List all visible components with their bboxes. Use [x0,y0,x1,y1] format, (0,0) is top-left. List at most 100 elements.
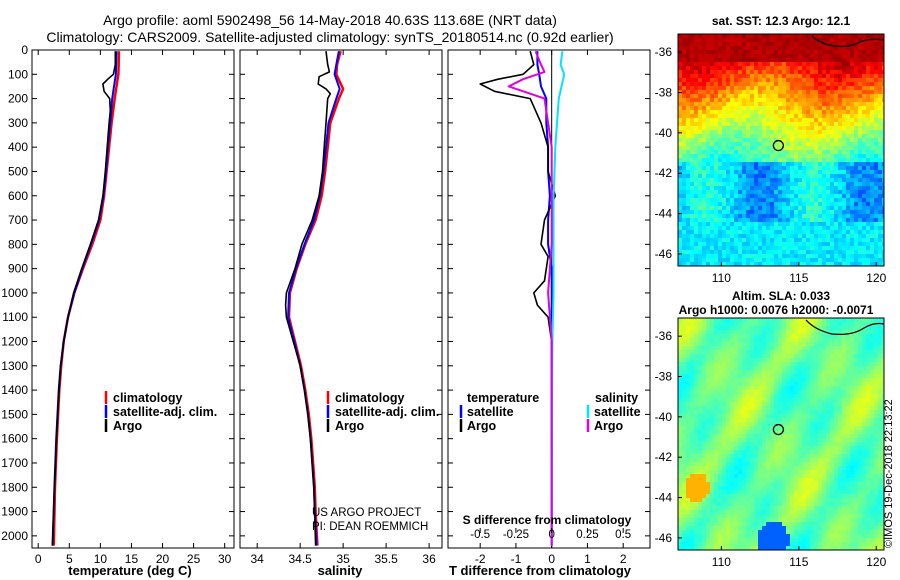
map-cell [846,318,850,322]
map-cell [730,214,734,218]
map-cell [714,222,718,226]
map-cell [678,162,682,166]
map-cell [702,98,706,102]
map-cell [762,338,766,342]
map-cell [718,438,722,442]
map-cell [830,130,834,134]
map-cell [818,370,822,374]
map-cell [810,214,814,218]
map-cell [754,322,758,326]
map-cell [794,406,798,410]
map-cell [738,434,742,438]
map-cell [782,90,786,94]
map-cell [722,382,726,386]
map-cell [754,46,758,50]
map-cell [838,242,842,246]
map-cell [826,90,830,94]
map-cell [814,86,818,90]
map-cell [746,394,750,398]
map-cell [722,98,726,102]
map-cell [854,38,858,42]
map-cell [862,166,866,170]
map-cell [726,138,730,142]
map-cell [814,106,818,110]
map-cell [854,370,858,374]
map-cell [678,390,682,394]
map-cell [750,154,754,158]
map-cell [858,190,862,194]
map-cell [846,326,850,330]
map-cell [702,126,706,130]
map-cell [794,338,798,342]
map-cell [878,114,882,118]
map-cell [806,230,810,234]
map-cell [746,42,750,46]
map-cell [758,246,762,250]
map-cell [802,58,806,62]
map-cell [766,198,770,202]
map-cell [730,246,734,250]
map-cell [806,62,810,66]
map-cell [866,74,870,78]
map-cell [766,110,770,114]
map-cell [762,382,766,386]
map-cell [862,50,866,54]
map-cell [746,126,750,130]
map-cell [682,154,686,158]
map-cell [774,406,778,410]
map-cell [818,398,822,402]
map-cell [774,386,778,390]
map-cell [706,98,710,102]
map-cell [718,346,722,350]
map-cell [794,70,798,74]
map-cell [774,434,778,438]
map-cell [858,206,862,210]
map-cell [866,226,870,230]
map-cell [822,262,826,266]
map-cell [814,406,818,410]
map-cell [746,146,750,150]
map-cell [754,434,758,438]
map-cell [702,50,706,54]
map-cell [750,170,754,174]
map-cell [722,418,726,422]
map-cell [846,110,850,114]
map-cell [690,366,694,370]
sla-map-subtitle: Argo h1000: 0.0076 h2000: -0.0071 [679,303,874,317]
map-cell [854,166,858,170]
map-cell [806,42,810,46]
map-cell [874,150,878,154]
map-cell [870,114,874,118]
map-cell [718,66,722,70]
map-cell [702,230,706,234]
map-cell [722,158,726,162]
map-cell [754,62,758,66]
map-cell [874,106,878,110]
map-cell [778,254,782,258]
map-cell [698,318,702,322]
map-cell [834,50,838,54]
map-cell [778,154,782,158]
map-cell [814,182,818,186]
map-cell [822,130,826,134]
map-cell [734,182,738,186]
map-cell [810,390,814,394]
map-cell [778,446,782,450]
map-cell [866,58,870,62]
map-cell [762,390,766,394]
map-cell [778,322,782,326]
map-cell [854,342,858,346]
map-cell [830,138,834,142]
map-cell [786,366,790,370]
map-cell [878,418,882,422]
map-cell [718,366,722,370]
map-cell [790,206,794,210]
map-cell [742,254,746,258]
map-cell [882,406,884,410]
map-cell [874,358,878,362]
map-cell [878,234,882,238]
map-cell [722,166,726,170]
map-cell [690,322,694,326]
map-cell [770,110,774,114]
map-cell [826,354,830,358]
